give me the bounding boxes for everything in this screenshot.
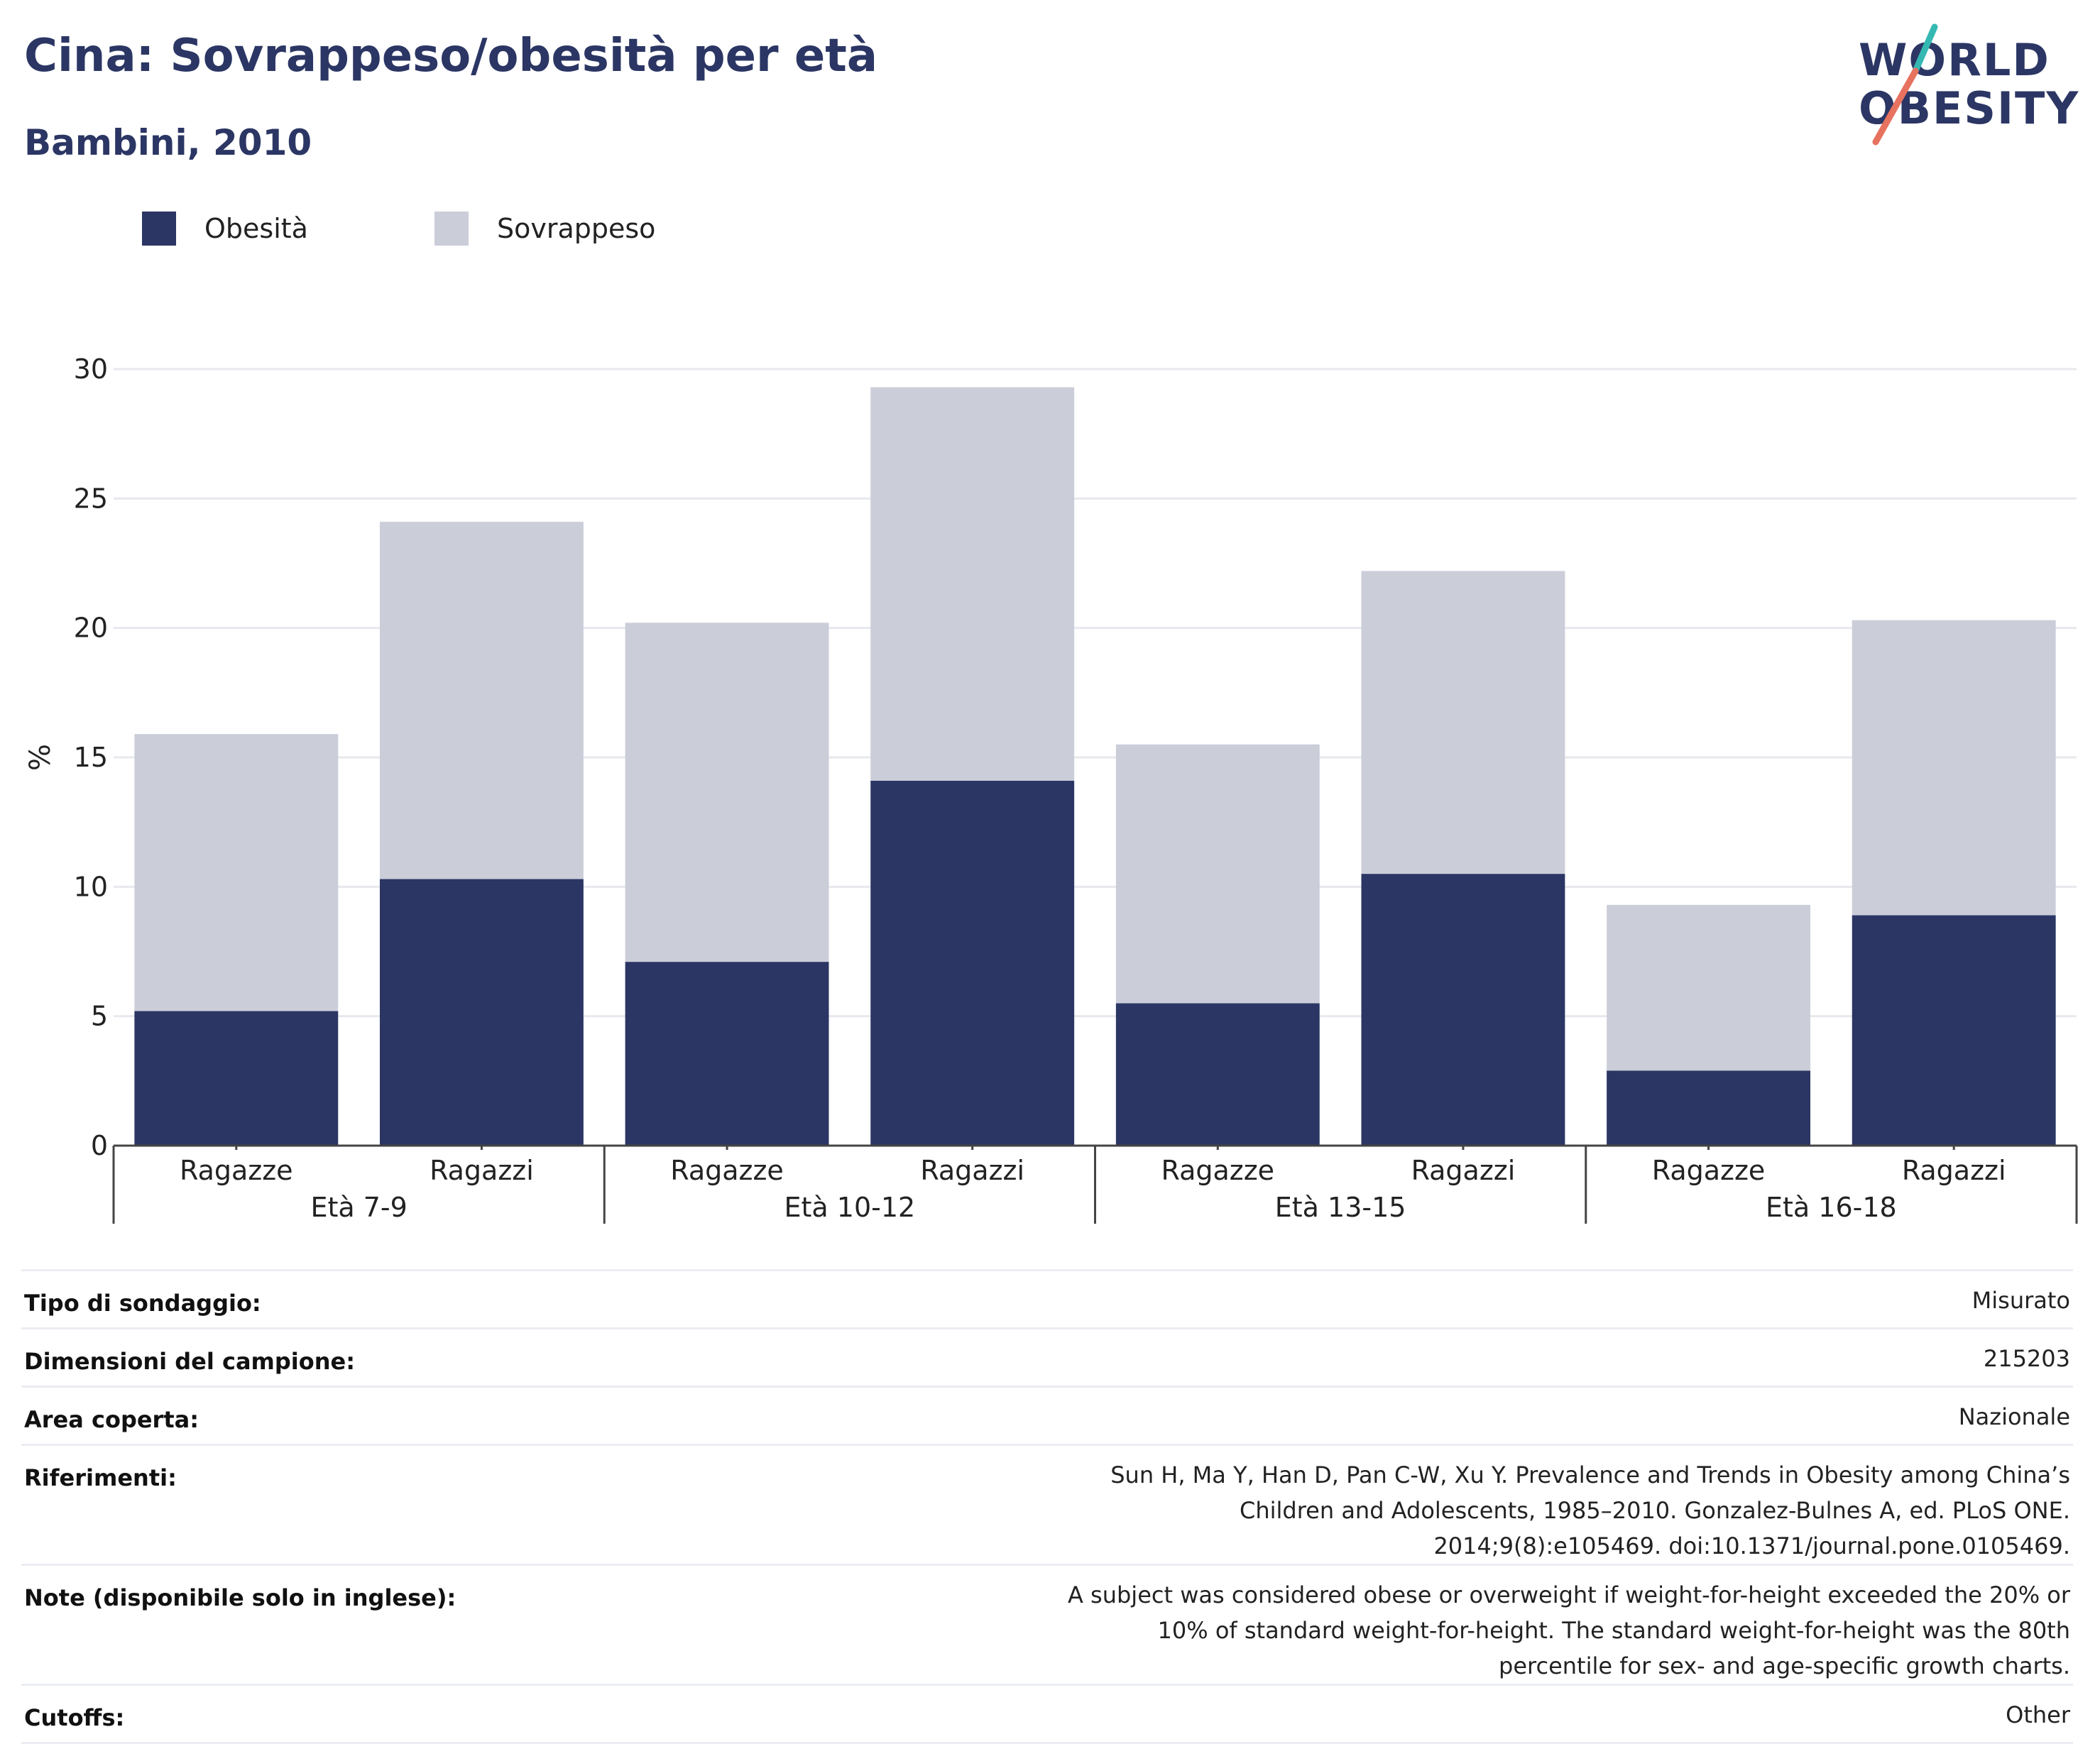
bar-obesity xyxy=(1361,874,1565,1146)
bar-obesity xyxy=(870,780,1075,1146)
x-category-label: Ragazze xyxy=(1161,1155,1275,1186)
x-category-label: Ragazzi xyxy=(920,1155,1024,1186)
legend-label-obesity: Obesità xyxy=(204,213,308,244)
bar-obesity xyxy=(380,879,584,1146)
bar-chart: 0 5 10 15 20 25 30% Ragazze Ragazzi Ragazze Ragazz… xyxy=(24,353,2078,1224)
world-obesity-logo: WORLD OBESITY xyxy=(1846,21,2087,149)
y-tick-label: 0 xyxy=(91,1130,108,1161)
legend-swatch-overweight xyxy=(434,212,469,246)
x-group-label: Età 10-12 xyxy=(784,1192,916,1223)
info-value: A subject was considered obese or overwe… xyxy=(524,1564,2073,1685)
y-tick-label: 20 xyxy=(74,613,108,644)
chart-title: Cina: Sovrappeso/obesità per età xyxy=(24,30,878,82)
bars xyxy=(134,387,2056,1146)
bar-obesity xyxy=(1607,1070,1810,1146)
y-tick-label: 5 xyxy=(91,1001,108,1032)
x-category-label: Ragazzi xyxy=(430,1155,534,1186)
legend-label-overweight: Sovrappeso xyxy=(497,213,656,244)
bar-obesity xyxy=(1852,915,2056,1146)
info-key: Tipo di sondaggio: xyxy=(21,1269,524,1329)
x-category-label: Ragazze xyxy=(180,1155,293,1186)
y-tick-label: 30 xyxy=(74,353,108,385)
bar-overweight xyxy=(134,734,339,1011)
info-value: 215203 xyxy=(524,1327,2073,1387)
x-group-label: Età 13-15 xyxy=(1275,1192,1406,1223)
info-key: Cutoffs: xyxy=(21,1684,524,1744)
x-category-label: Ragazze xyxy=(670,1155,784,1186)
info-key: Area coperta: xyxy=(21,1386,524,1445)
logo-slash-icon xyxy=(1872,23,1938,146)
y-axis-label: % xyxy=(24,744,57,771)
info-key: Note (disponibile solo in inglese): xyxy=(21,1564,524,1685)
y-tick-label: 25 xyxy=(74,483,108,514)
info-row: Dimensioni del campione: 215203 xyxy=(21,1327,2073,1387)
info-value: Other xyxy=(524,1684,2073,1744)
info-key: Riferimenti: xyxy=(21,1444,524,1565)
x-category-label: Ragazzi xyxy=(1902,1155,2006,1186)
bar-overweight xyxy=(1852,620,2056,916)
legend-swatch-obesity xyxy=(142,212,176,246)
survey-info-table: Tipo di sondaggio: Misurato Dimensioni del… xyxy=(21,1269,2073,1744)
y-tick-label: 10 xyxy=(74,871,108,902)
info-row: Area coperta: Nazionale xyxy=(21,1386,2073,1445)
info-row: Tipo di sondaggio: Misurato xyxy=(21,1269,2073,1329)
info-row: Cutoffs: Other xyxy=(21,1684,2073,1744)
chart-subtitle: Bambini, 2010 xyxy=(24,122,312,163)
bar-obesity xyxy=(1115,1003,1320,1146)
info-row: Note (disponibile solo in inglese): A sub… xyxy=(21,1564,2073,1685)
info-row: Riferimenti: Sun H, Ma Y, Han D, Pan C-W,… xyxy=(21,1444,2073,1565)
bar-overweight xyxy=(870,387,1075,781)
x-category-label: Ragazze xyxy=(1652,1155,1766,1186)
y-tick-label: 15 xyxy=(74,742,108,773)
axes: 0 5 10 15 20 25 30% Ragazze Ragazzi Ragazze Ragazz… xyxy=(24,353,2078,1224)
bar-obesity xyxy=(134,1011,339,1146)
info-value: Misurato xyxy=(524,1269,2073,1329)
logo-line-1: WORLD xyxy=(1859,34,2050,86)
x-group-label: Età 7-9 xyxy=(310,1192,407,1223)
info-value: Nazionale xyxy=(524,1386,2073,1445)
info-value: Sun H, Ma Y, Han D, Pan C-W, Xu Y. Preva… xyxy=(524,1444,2073,1565)
bar-overweight xyxy=(1361,571,1565,874)
x-category-label: Ragazzi xyxy=(1411,1155,1516,1186)
info-key: Dimensioni del campione: xyxy=(21,1327,524,1387)
x-group-label: Età 16-18 xyxy=(1766,1192,1897,1223)
bar-overweight xyxy=(1115,744,1320,1004)
bar-overweight xyxy=(625,623,829,963)
bar-obesity xyxy=(625,962,829,1146)
bar-overweight xyxy=(380,522,584,879)
bar-overweight xyxy=(1607,904,1810,1071)
